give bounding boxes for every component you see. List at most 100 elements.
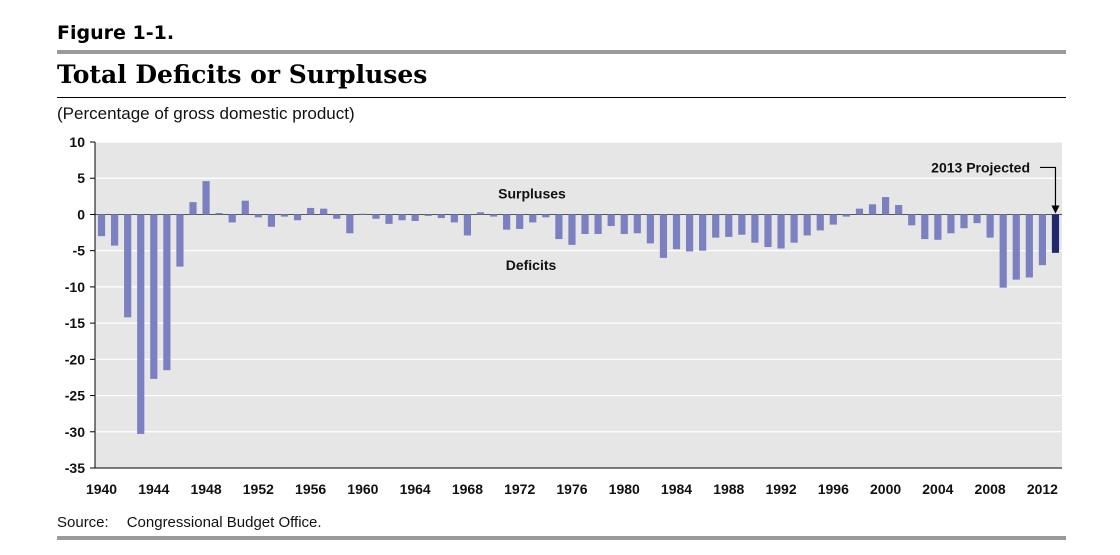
bar-1973 xyxy=(529,214,537,223)
bar-1984 xyxy=(672,214,681,250)
bar-1959 xyxy=(346,214,354,234)
y-tick-label: -15 xyxy=(65,315,85,331)
bar-1991 xyxy=(764,214,772,248)
bar-1968 xyxy=(463,214,472,236)
source-text: Congressional Budget Office. xyxy=(126,514,322,531)
bar-1975 xyxy=(555,214,563,240)
y-tick-label: -30 xyxy=(65,424,85,440)
bar-1986 xyxy=(699,214,707,251)
y-tick-label: -10 xyxy=(65,279,85,295)
bar-1963 xyxy=(398,214,406,221)
deficits-label: Deficits xyxy=(506,257,557,273)
source-label: Source: xyxy=(57,514,109,531)
bar-2004 xyxy=(934,214,942,240)
bar-1998 xyxy=(855,208,864,215)
bar-1955 xyxy=(293,214,302,221)
bar-1985 xyxy=(685,214,694,252)
bar-1962 xyxy=(385,214,393,224)
bar-1952 xyxy=(254,214,262,218)
x-tick-label: 2008 xyxy=(975,481,1006,497)
bar-2002 xyxy=(908,214,916,226)
y-tick-label: -25 xyxy=(65,388,85,404)
bar-1942 xyxy=(124,214,132,318)
bar-1996 xyxy=(829,214,837,225)
bar-2006 xyxy=(960,214,968,229)
bar-1987 xyxy=(712,214,720,238)
bar-1969 xyxy=(476,212,485,215)
x-tick-label: 1964 xyxy=(400,481,431,497)
x-tick-label: 1992 xyxy=(765,481,796,497)
x-tick-label: 1944 xyxy=(138,481,169,497)
surpluses-label: Surpluses xyxy=(498,186,566,202)
bar-1990 xyxy=(751,214,759,243)
x-tick-label: 2000 xyxy=(870,481,901,497)
bar-1977 xyxy=(581,214,589,235)
x-tick-label: 1984 xyxy=(661,481,692,497)
bar-1983 xyxy=(659,214,668,258)
bar-1948 xyxy=(202,181,210,215)
bar-1950 xyxy=(228,214,236,223)
x-tick-label: 1972 xyxy=(504,481,535,497)
projected-leader-line xyxy=(1040,166,1057,207)
bar-2009 xyxy=(999,214,1007,288)
x-tick-label: 1988 xyxy=(713,481,744,497)
bar-1947 xyxy=(189,202,197,215)
bar-2001 xyxy=(895,205,903,215)
bar-1953 xyxy=(267,214,276,227)
bar-1956 xyxy=(307,207,315,215)
bar-1954 xyxy=(280,214,289,217)
bar-1958 xyxy=(333,214,341,219)
top-rule xyxy=(57,50,1066,54)
bar-1994 xyxy=(803,214,811,236)
y-tick-label: -20 xyxy=(65,351,85,367)
x-tick-label: 1980 xyxy=(609,481,640,497)
bar-1997 xyxy=(842,214,850,217)
bar-1961 xyxy=(372,214,380,219)
bar-1974 xyxy=(542,214,550,218)
figure-label: Figure 1-1. xyxy=(57,22,175,44)
chart-title: Total Deficits or Surpluses xyxy=(57,60,428,89)
bar-1941 xyxy=(111,214,119,246)
x-tick-label: 1976 xyxy=(556,481,587,497)
bar-1944 xyxy=(150,214,158,379)
bottom-rule xyxy=(57,536,1066,540)
bar-2010 xyxy=(1012,214,1020,280)
title-rule xyxy=(57,97,1066,98)
y-tick-label: 10 xyxy=(69,134,85,150)
bar-1980 xyxy=(620,214,628,235)
bar-1970 xyxy=(489,214,498,217)
source-note: Source: Congressional Budget Office. xyxy=(57,514,322,531)
bar-1978 xyxy=(594,214,602,235)
x-tick-label: 1948 xyxy=(190,481,221,497)
bar-1943 xyxy=(137,214,145,434)
bar-1957 xyxy=(320,208,328,215)
bar-1940 xyxy=(97,214,106,237)
x-tick-label: 1940 xyxy=(86,481,117,497)
bar-2011 xyxy=(1025,214,1033,278)
x-axis: 1940 1944 1948 1952 1956 1960 1964 1968 1972 1976… xyxy=(86,467,1062,497)
chart-subtitle: (Percentage of gross domestic product) xyxy=(57,104,355,123)
bar-1949 xyxy=(215,212,223,215)
x-tick-label: 2012 xyxy=(1027,481,1058,497)
bar-1972 xyxy=(516,214,524,229)
bar-1945 xyxy=(163,214,171,371)
bar-1993 xyxy=(790,214,798,243)
bars xyxy=(97,181,1060,434)
bar-1971 xyxy=(503,214,511,230)
plot-area xyxy=(95,142,1062,468)
bar-2005 xyxy=(947,214,955,234)
bar-1965 xyxy=(424,214,432,216)
bar-2008 xyxy=(986,214,994,238)
bar-2013 xyxy=(1051,214,1060,253)
bar-1964 xyxy=(411,214,419,221)
bar-2000 xyxy=(881,197,890,215)
x-tick-label: 1952 xyxy=(243,481,274,497)
bar-1999 xyxy=(868,204,877,215)
bar-1976 xyxy=(568,214,576,245)
x-tick-label: 1996 xyxy=(818,481,849,497)
y-tick-label: -5 xyxy=(73,243,86,259)
bar-1960 xyxy=(359,213,367,215)
bar-1946 xyxy=(176,214,184,267)
y-tick-label: -35 xyxy=(65,460,85,476)
